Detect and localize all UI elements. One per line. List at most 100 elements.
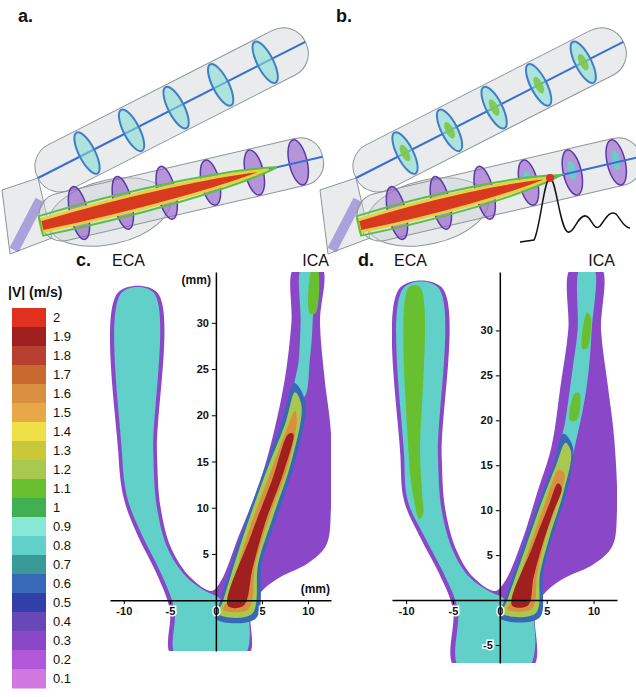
x-axis-line [111,600,332,602]
velocity-region [499,434,574,623]
tick-mark [170,600,171,604]
colorbar-label: 0.2 [53,652,71,667]
jet-edge [38,158,280,236]
colorbar-label: 0.3 [53,633,71,648]
axis-title: (mm) [182,273,211,287]
tick-mark [496,645,500,646]
y-tick: 5 [203,548,216,560]
tick-mark [308,600,309,604]
y-tick: 30 [197,317,216,329]
colorbar-band [12,384,46,404]
colorbar-band [12,308,46,328]
x-tick: 5 [259,600,265,617]
tick-mark [547,600,548,604]
colorbar-label: 0.1 [53,671,71,686]
colorbar-band [12,422,46,442]
velocity-region [569,393,580,422]
colorbar-band [12,574,46,594]
x-axis: -10-50510 [393,600,618,617]
vessel-wall [35,133,328,245]
background [0,0,636,697]
tick-mark [124,600,125,604]
slice [159,84,194,132]
colorbar-label: 1.3 [53,443,71,458]
colorbar-label: 0.4 [53,614,71,629]
tick-label: 5 [487,549,493,561]
tick-label: -5 [483,639,493,651]
colorbar-band [12,327,46,347]
panel-label: c. [76,250,91,270]
slice-core [486,98,501,118]
y-tick: 25 [197,363,216,375]
colorbar-label: 1.5 [53,405,71,420]
tick-label: 5 [203,548,209,560]
x-tick: -5 [449,600,459,617]
colorbar-label: 1 [53,500,60,515]
velocity-region [403,285,425,519]
slice [521,61,556,109]
slice [566,38,601,86]
tick-mark [212,369,216,370]
colorbar-label: 0.5 [53,595,71,610]
slice-core [397,143,412,163]
rendering-panel: b. [320,6,636,259]
tick-mark [406,600,407,604]
tick-mark [212,323,216,324]
velocity-region [502,443,571,617]
x-tick: 10 [588,600,600,617]
y-tick: 10 [197,502,216,514]
velocity-region [215,383,306,623]
panel-label: b. [336,6,352,26]
slice-core [442,120,457,140]
y-tick: 5 [487,549,500,561]
tick-mark [496,465,500,466]
tick-label: 10 [481,504,493,516]
slice [114,106,149,154]
colorbar-band [12,403,46,423]
colorbar-band [12,555,46,575]
velocity-region [110,272,331,651]
colorbar-label: 2 [53,310,60,325]
x-tick: 10 [302,600,314,617]
y-tick: 20 [197,409,216,421]
x-tick: 5 [544,600,550,617]
colorbar-band [12,612,46,632]
x-tick: -5 [165,600,175,617]
waveform [520,178,630,242]
tick-label: 10 [588,605,600,617]
ica-tube [34,130,331,259]
axis-title: (mm) [301,582,330,596]
y-tick: 20 [481,414,500,426]
x-tick: -10 [399,600,415,617]
jet [39,164,272,233]
colorbar-band [12,631,46,651]
rendering-panel: a. [2,6,331,259]
colorbar: |V| (m/s)21.91.81.71.61.51.41.31.21.110.… [8,284,71,689]
waveform-inset [520,174,630,242]
colorbar-band [12,441,46,461]
x-tick: -10 [116,600,132,617]
tick-mark [496,555,500,556]
colorbar-band [12,593,46,613]
y-tick: 10 [481,504,500,516]
colorbar-band [12,517,46,537]
slice-core [610,150,622,171]
tick-mark [496,375,500,376]
colorbar-band [12,479,46,499]
contour-panel: -10-50510-551015202530d.ECAICA [358,250,618,677]
vessel-label: ECA [394,252,427,269]
colorbar-label: 1.4 [53,424,71,439]
vessel-label: ICA [302,252,329,269]
colorbar-label: 1.8 [53,348,71,363]
panel-label: a. [18,6,33,26]
tick-mark [496,420,500,421]
tick-mark [212,554,216,555]
velocity-region [223,411,297,613]
colorbar-label: 1.2 [53,462,71,477]
tick-label: -5 [449,605,459,617]
colorbar-band [12,650,46,670]
colorbar-label: 1.7 [53,367,71,382]
slice [387,129,422,177]
y-tick: 30 [481,324,500,336]
tick-mark [212,415,216,416]
